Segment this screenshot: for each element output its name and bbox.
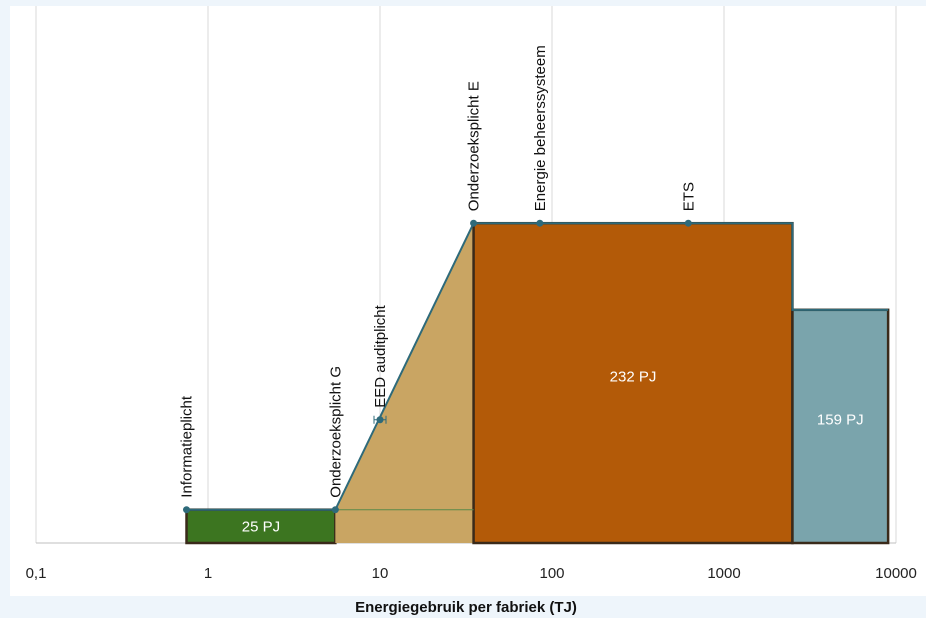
x-axis-title: Energiegebruik per fabriek (TJ) [355,599,577,616]
x-tick-label: 1000 [707,565,740,582]
labels-layer: 25 PJ 232 PJ 159 PJ Informatieplicht Onderzo… [179,45,864,535]
threshold-marker [183,506,191,514]
threshold-label: Onderzoeksplicht E [466,81,483,211]
x-tick-label: 10 [372,565,389,582]
x-tick-label: 0,1 [26,565,47,582]
blocks-layer [185,221,890,545]
x-tick-label: 100 [539,565,564,582]
threshold-marker [536,219,544,227]
transition-area [335,223,474,543]
block-2 [472,221,794,545]
threshold-label: EED auditplicht [372,304,389,407]
curve-layer [183,219,889,514]
threshold-marker [470,219,478,227]
threshold-label: Energie beheerssysteem [532,45,549,211]
threshold-label: Onderzoeksplicht G [327,366,344,498]
threshold-label: Informatieplicht [179,395,196,498]
block-label: 159 PJ [817,412,864,429]
threshold-marker [684,219,692,227]
x-tick-label: 1 [204,565,212,582]
ticks-layer: 0,1 1 10 100 1000 10000 [26,565,917,582]
block-label: 232 PJ [610,368,657,385]
obligation-curve [186,222,889,511]
x-tick-label: 10000 [875,565,917,582]
block-label: 25 PJ [242,518,280,535]
threshold-marker [331,506,339,514]
threshold-label: ETS [680,182,697,211]
block-3 [791,308,890,545]
